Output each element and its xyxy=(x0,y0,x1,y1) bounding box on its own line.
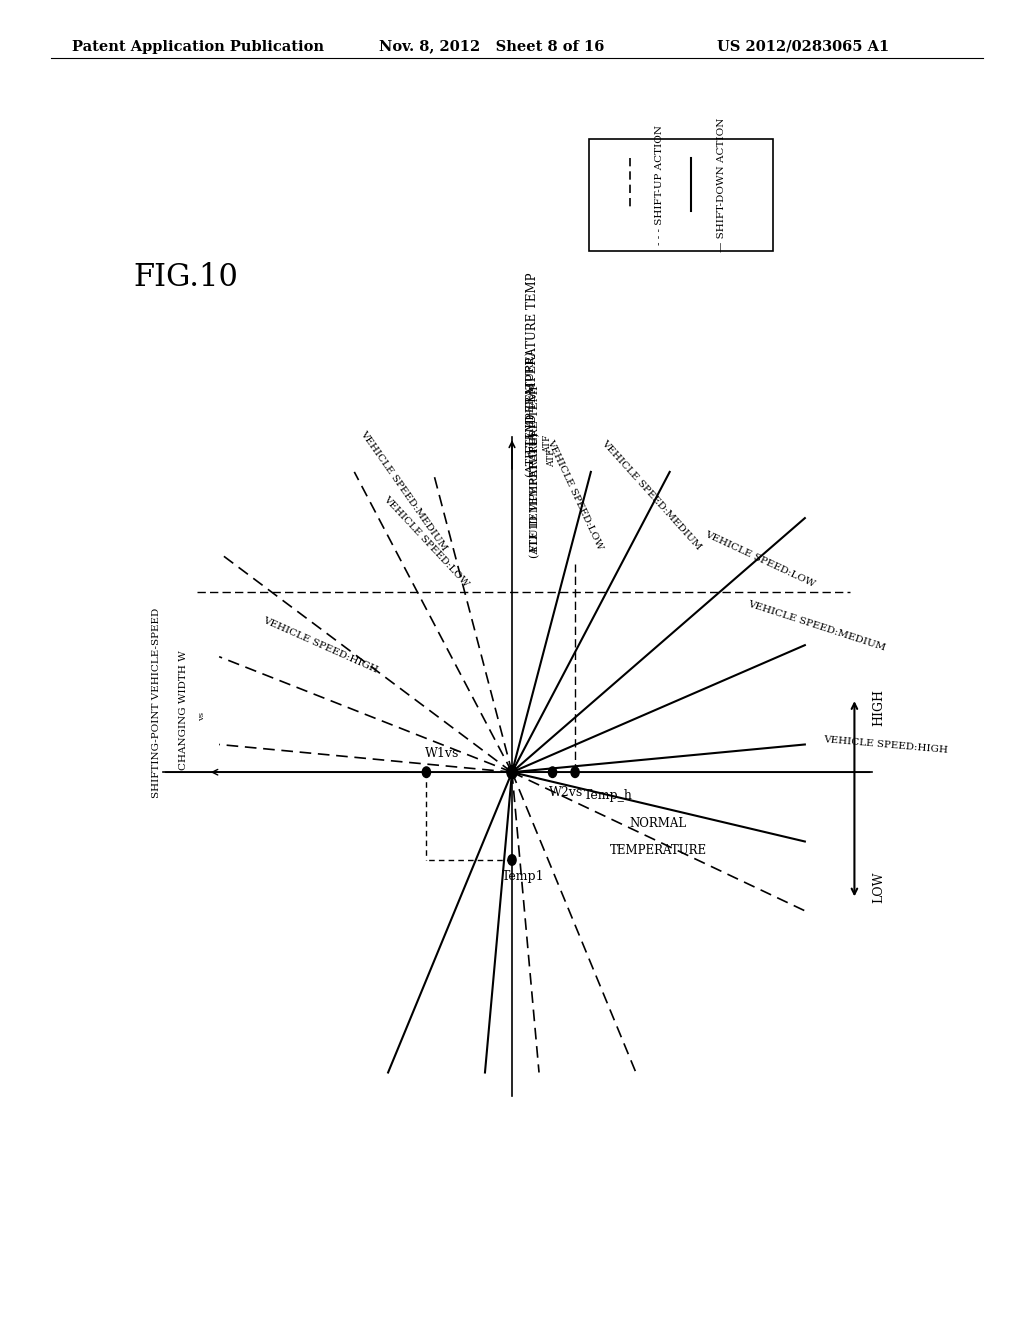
Text: HIGH: HIGH xyxy=(872,689,886,726)
Text: VEHICLE SPEED:MEDIUM: VEHICLE SPEED:MEDIUM xyxy=(358,429,449,552)
Text: Temp_h: Temp_h xyxy=(584,789,633,801)
Text: LOW: LOW xyxy=(872,873,886,903)
Text: FLUID TEMPERATURE TEMP: FLUID TEMPERATURE TEMP xyxy=(530,383,540,552)
Text: FLUID TEMPERATURE TEMP: FLUID TEMPERATURE TEMP xyxy=(525,273,539,454)
Text: NORMAL: NORMAL xyxy=(630,817,687,829)
Text: SHIFTING-POINT VEHICLE-SPEED: SHIFTING-POINT VEHICLE-SPEED xyxy=(152,607,161,799)
Text: Temp1: Temp1 xyxy=(502,870,545,883)
Text: (ATF TEMPERATURE): (ATF TEMPERATURE) xyxy=(530,432,541,558)
Text: ATF: ATF xyxy=(547,449,556,467)
Text: — SHIFT-DOWN ACTION: — SHIFT-DOWN ACTION xyxy=(717,117,726,252)
Text: CHANGING WIDTH W: CHANGING WIDTH W xyxy=(178,649,187,770)
Text: VEHICLE SPEED:MEDIUM: VEHICLE SPEED:MEDIUM xyxy=(600,438,703,552)
Text: (ATF TEMPERATURE): (ATF TEMPERATURE) xyxy=(525,351,536,477)
Text: Patent Application Publication: Patent Application Publication xyxy=(72,40,324,54)
Text: W2vs: W2vs xyxy=(549,787,584,800)
Text: VEHICLE SPEED:LOW: VEHICLE SPEED:LOW xyxy=(546,438,604,552)
Text: US 2012/0283065 A1: US 2012/0283065 A1 xyxy=(717,40,889,54)
Text: Nov. 8, 2012   Sheet 8 of 16: Nov. 8, 2012 Sheet 8 of 16 xyxy=(379,40,604,54)
Text: - - - SHIFT-UP ACTION: - - - SHIFT-UP ACTION xyxy=(655,125,665,244)
Text: VEHICLE SPEED:HIGH: VEHICLE SPEED:HIGH xyxy=(261,615,380,675)
Text: vs: vs xyxy=(199,713,206,722)
Text: VEHICLE SPEED:LOW: VEHICLE SPEED:LOW xyxy=(382,494,471,589)
Text: VEHICLE SPEED:LOW: VEHICLE SPEED:LOW xyxy=(703,531,816,589)
Text: W1vs: W1vs xyxy=(425,747,460,760)
Text: FIG.10: FIG.10 xyxy=(133,261,238,293)
Text: ATF: ATF xyxy=(544,436,553,454)
Text: VEHICLE SPEED:MEDIUM: VEHICLE SPEED:MEDIUM xyxy=(746,599,886,652)
Text: VEHICLE SPEED:HIGH: VEHICLE SPEED:HIGH xyxy=(823,734,948,755)
Text: TEMPERATURE: TEMPERATURE xyxy=(610,845,707,857)
